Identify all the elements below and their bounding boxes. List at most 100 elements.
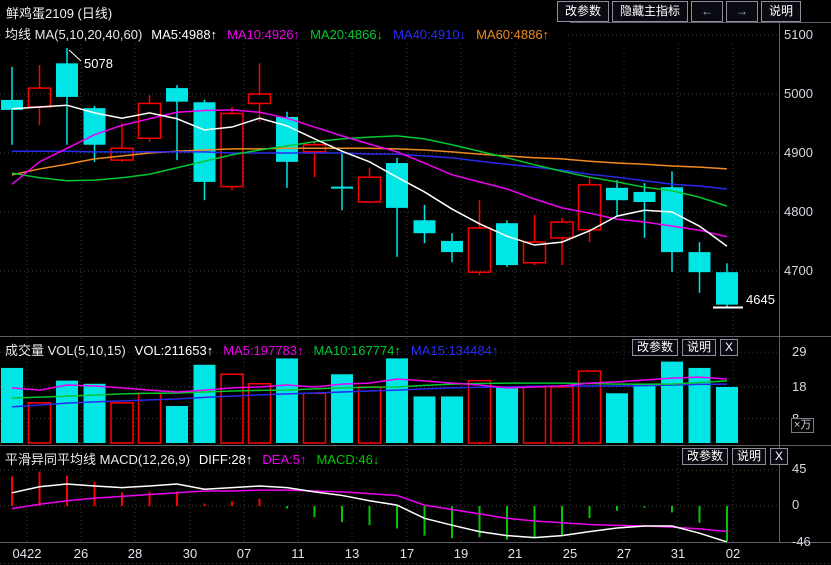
high-price-annotation: 5078 xyxy=(84,56,113,71)
candle xyxy=(633,191,656,202)
volume-bar xyxy=(302,392,327,444)
candle xyxy=(441,240,463,253)
help-button[interactable]: 说明 xyxy=(760,1,801,22)
candle xyxy=(247,93,272,105)
ma-indicator-readout: MA40:4910↓ xyxy=(393,27,467,42)
candle xyxy=(1,99,23,110)
candle xyxy=(688,252,711,273)
indicator-line xyxy=(11,483,728,542)
candle xyxy=(166,88,188,102)
volume-bar xyxy=(633,383,656,443)
indicator-line xyxy=(11,147,728,176)
prev-arrow-button[interactable]: ← xyxy=(690,1,723,22)
volume-bar xyxy=(193,364,216,443)
volume-bar xyxy=(1,367,23,443)
date-axis-label: 13 xyxy=(344,546,360,561)
macd-indicator-header: 平滑异同平均线 MACD(12,26,9) DIFF:28↑ DEA:5↑ MACD:… xyxy=(5,449,395,468)
candle xyxy=(56,63,78,97)
macd-axis-label: 45 xyxy=(792,461,807,476)
info-button[interactable]: 说明 xyxy=(682,339,717,356)
volume-bar xyxy=(716,386,738,443)
volume-bar xyxy=(577,370,602,444)
macd-indicator-readout: MACD:46↓ xyxy=(316,452,380,467)
instrument-title: 鲜鸡蛋2109 (日线) xyxy=(6,6,113,21)
indicator-line xyxy=(11,135,728,207)
macd-indicator-label: 平滑异同平均线 MACD(12,26,9) xyxy=(5,452,190,467)
ma-indicator-readout: MA20:4866↓ xyxy=(310,27,384,42)
last-price-annotation: 4645 xyxy=(746,292,775,307)
volume-bar xyxy=(220,373,244,444)
close-button[interactable]: X xyxy=(770,448,789,465)
volume-bar xyxy=(56,380,78,443)
volume-bar xyxy=(110,402,134,444)
date-axis-label: 11 xyxy=(291,546,305,561)
candle xyxy=(577,184,602,231)
close-button[interactable]: X xyxy=(720,339,739,356)
macd-indicator-readout: DEA:5↑ xyxy=(262,452,307,467)
volume-bar xyxy=(247,383,272,444)
macd-pane-buttons: 改参数 说明 X xyxy=(678,448,789,465)
candle xyxy=(550,221,574,239)
candle xyxy=(716,272,738,305)
volume-bar xyxy=(386,358,408,443)
next-arrow-button[interactable]: → xyxy=(725,1,758,22)
ma-indicator-header: 均线 MA(5,10,20,40,60) MA5:4988↑ MA10:4926↑ M… xyxy=(5,24,566,43)
price-axis-label: 4900 xyxy=(784,145,813,160)
volume-indicator-readout: MA5:197783↑ xyxy=(223,343,304,358)
ma-indicator-label: 均线 MA(5,10,20,40,60) xyxy=(5,27,143,42)
date-axis-label: 17 xyxy=(399,546,415,561)
date-axis-label: 19 xyxy=(453,546,469,561)
candle xyxy=(27,87,52,108)
volume-bar xyxy=(688,367,711,443)
volume-bar xyxy=(661,361,683,443)
indicator-line xyxy=(11,109,728,238)
ma-indicator-readout: MA60:4886↑ xyxy=(476,27,550,42)
date-axis-label: 21 xyxy=(507,546,523,561)
macd-axis-label: 0 xyxy=(792,497,800,512)
date-axis-label: 25 xyxy=(562,546,578,561)
volume-bar xyxy=(166,405,188,443)
candle xyxy=(467,227,492,273)
candle xyxy=(386,163,408,208)
volume-bar xyxy=(27,402,52,444)
indicator-line xyxy=(11,376,728,393)
ma-indicator-readout: MA5:4988↑ xyxy=(151,27,218,42)
candle xyxy=(413,220,436,234)
volume-axis-label: 18 xyxy=(792,378,807,394)
candle xyxy=(83,108,106,145)
macd-indicator-readout: DIFF:28↑ xyxy=(198,452,253,467)
volume-bar xyxy=(496,386,518,443)
volume-indicator-header: 成交量 VOL(5,10,15) VOL:211653↑ MA5:197783↑ MA… xyxy=(5,340,514,359)
candle xyxy=(496,223,518,266)
date-axis-label: 26 xyxy=(73,546,89,561)
price-axis-label: 4800 xyxy=(784,204,813,219)
modify-params-button[interactable]: 改参数 xyxy=(682,448,729,465)
volume-indicator-readout: MA15:134484↑ xyxy=(410,343,499,358)
candle xyxy=(357,176,382,203)
volume-indicator-label: 成交量 VOL(5,10,15) xyxy=(5,343,126,358)
macd-axis-label: -46 xyxy=(792,533,811,549)
volume-bar xyxy=(441,396,463,443)
price-axis-label: 5000 xyxy=(784,86,813,101)
volume-pane-buttons: 改参数 说明 X xyxy=(628,339,739,356)
price-axis-label: 4700 xyxy=(784,263,813,278)
volume-axis-label: 29 xyxy=(792,344,807,360)
hide-main-indicator-button[interactable]: 隐藏主指标 xyxy=(611,1,688,22)
modify-params-button[interactable]: 改参数 xyxy=(632,339,679,356)
indicator-line xyxy=(12,150,728,190)
date-axis-label: 02 xyxy=(725,546,741,561)
info-button[interactable]: 说明 xyxy=(732,448,767,465)
candle xyxy=(661,187,683,253)
modify-params-button[interactable]: 改参数 xyxy=(556,1,609,22)
topbar-buttons: 改参数 隐藏主指标 ← → 说明 xyxy=(554,1,801,22)
indicator-line xyxy=(11,380,728,399)
volume-bar xyxy=(83,383,106,443)
volume-bar xyxy=(413,396,436,443)
date-axis-label: 27 xyxy=(616,546,632,561)
indicator-line xyxy=(11,489,728,533)
indicator-line xyxy=(11,383,728,408)
candle xyxy=(193,102,216,182)
volume-bar xyxy=(467,379,492,444)
candle xyxy=(331,186,353,189)
